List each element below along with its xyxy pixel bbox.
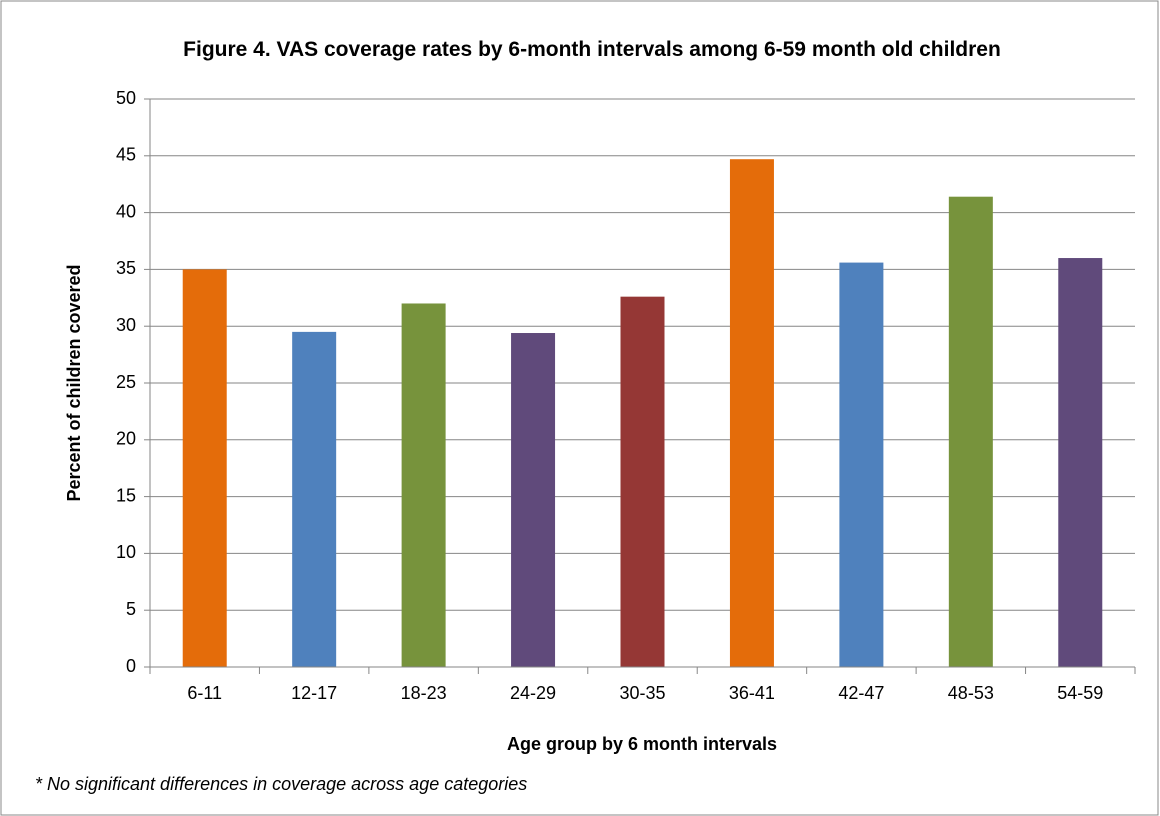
bar (620, 296, 665, 667)
y-tick-label: 50 (116, 88, 136, 108)
x-tick-label: 12-17 (291, 683, 337, 703)
bar (182, 269, 227, 667)
y-tick-label: 15 (116, 485, 136, 505)
x-axis-label: Age group by 6 month intervals (507, 734, 777, 754)
x-tick-label: 54-59 (1057, 683, 1103, 703)
y-tick-label: 45 (116, 145, 136, 165)
bar (401, 303, 446, 667)
y-tick-label: 10 (116, 542, 136, 562)
y-tick-label: 40 (116, 201, 136, 221)
x-tick-label: 18-23 (401, 683, 447, 703)
y-tick-label: 30 (116, 315, 136, 335)
bar (948, 196, 993, 668)
x-tick-label: 42-47 (838, 683, 884, 703)
bar (1058, 258, 1103, 667)
y-axis-label: Percent of children covered (64, 264, 84, 501)
y-tick-label: 35 (116, 258, 136, 278)
y-tick-label: 20 (116, 429, 136, 449)
y-tick-label: 0 (126, 656, 136, 676)
chart-title: Figure 4. VAS coverage rates by 6-month … (183, 38, 1001, 61)
bar (729, 159, 774, 667)
x-tick-label: 6-11 (187, 683, 222, 703)
x-tick-label: 48-53 (948, 683, 994, 703)
y-tick-label: 5 (126, 599, 136, 619)
x-tick-label: 36-41 (729, 683, 775, 703)
footnote: * No significant differences in coverage… (35, 774, 528, 794)
x-tick-label: 30-35 (619, 683, 665, 703)
bar (292, 331, 337, 667)
bar (511, 333, 556, 667)
y-tick-label: 25 (116, 372, 136, 392)
bar (839, 262, 884, 667)
x-tick-label: 24-29 (510, 683, 556, 703)
